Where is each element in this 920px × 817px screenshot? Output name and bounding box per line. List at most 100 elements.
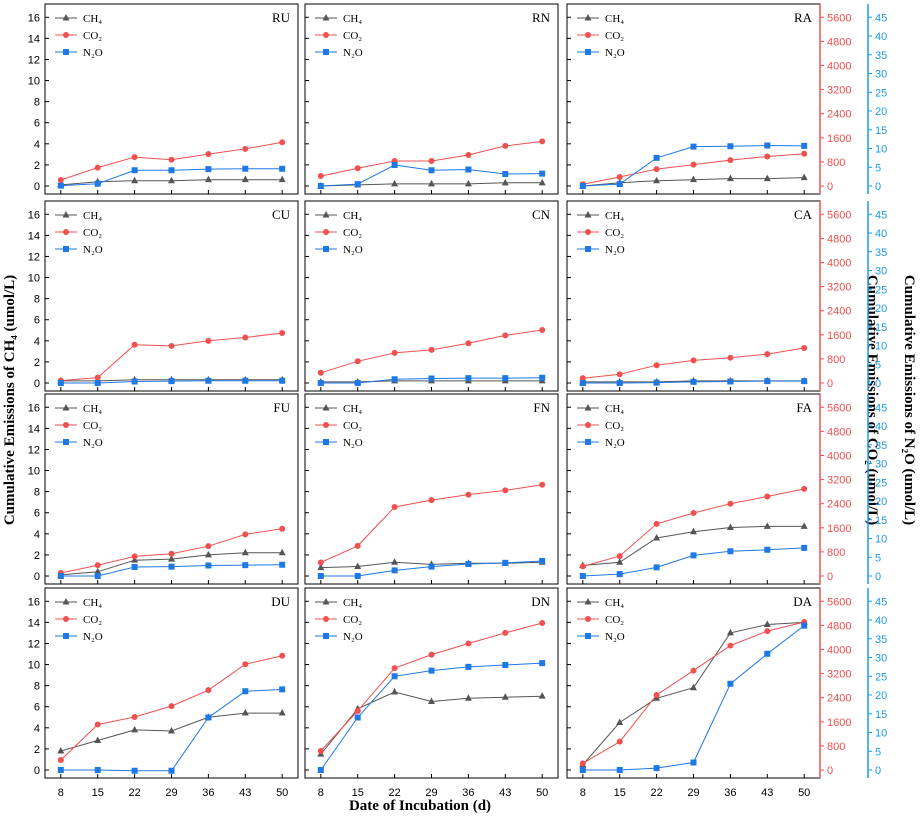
co2-point [801, 150, 808, 157]
n2o-legend-label: N₂O [605, 631, 625, 643]
co2-legend-label: CO₂ [83, 30, 102, 42]
co2-point [168, 550, 175, 557]
y-axis-title-ch4: Cumulative Emissions of CH₄ (umol/L) [2, 275, 18, 525]
co2-tick-label: 0 [827, 378, 833, 390]
co2-point [391, 349, 398, 356]
n2o-legend-marker [323, 439, 329, 445]
co2-point [354, 358, 361, 365]
n2o-point [539, 170, 546, 177]
n2o-tick-label: 25 [875, 87, 887, 99]
ch4-point [616, 558, 624, 565]
n2o-point [205, 377, 212, 384]
co2-tick-label: 4000 [827, 60, 851, 72]
n2o-point [801, 622, 808, 629]
n2o-point [465, 166, 472, 173]
n2o-point [168, 378, 175, 385]
n2o-point [242, 377, 249, 384]
n2o-tick-label: 20 [875, 106, 887, 118]
co2-point [502, 332, 509, 339]
n2o-legend-label: N₂O [83, 437, 103, 449]
co2-tick-label: 4800 [827, 233, 851, 245]
n2o-tick-label: 45 [875, 209, 887, 221]
ch4-point [241, 548, 249, 556]
n2o-point [539, 660, 546, 667]
ch4-point [204, 550, 212, 558]
ch4-point [94, 567, 102, 575]
n2o-point [727, 548, 734, 555]
n2o-point [616, 181, 623, 188]
co2-point [242, 334, 249, 341]
co2-tick-label: 2400 [827, 109, 851, 121]
panel-ca: CA 0 800 1600 2400 3200 4000 4800 5600 0 5 10 15 20 25… [566, 200, 887, 392]
n2o-point [465, 663, 472, 670]
n2o-point [317, 380, 324, 386]
ch4-point [538, 178, 546, 186]
ch4-point [501, 178, 509, 186]
x-tick-label: 15 [614, 787, 626, 799]
ch4-legend-label: CH₄ [605, 210, 624, 222]
n2o-point [727, 143, 734, 150]
co2-point [94, 562, 101, 569]
ch4-legend-label: CH₄ [343, 13, 362, 25]
ch4-point [168, 176, 175, 184]
co2-point [465, 340, 472, 347]
ch4-point [204, 175, 212, 183]
n2o-tick-label: 5 [875, 552, 881, 564]
co2-point [539, 481, 546, 488]
ch4-tick-label: 12 [28, 444, 40, 456]
co2-tick-label: 1600 [827, 523, 851, 535]
co2-point [242, 661, 249, 668]
n2o-tick-label: 30 [875, 653, 887, 665]
ch4-point [241, 175, 249, 183]
ch4-point [278, 709, 286, 716]
n2o-tick-label: 35 [875, 247, 887, 259]
n2o-point [94, 573, 101, 579]
ch4-point [501, 693, 509, 700]
n2o-point [428, 375, 435, 382]
co2-legend-marker [63, 616, 69, 622]
co2-point [727, 157, 734, 164]
co2-tick-label: 5600 [827, 402, 851, 414]
n2o-legend-marker [585, 246, 591, 252]
co2-legend-marker [63, 32, 69, 38]
co2-tick-label: 800 [827, 741, 845, 753]
ch4-point [57, 747, 65, 754]
co2-point [690, 161, 697, 168]
co2-legend-marker [323, 422, 329, 428]
co2-point [428, 157, 435, 164]
co2-point [242, 531, 249, 538]
x-tick-label: 8 [58, 787, 64, 799]
n2o-point [579, 183, 586, 189]
n2o-point [539, 558, 546, 564]
n2o-point [690, 378, 697, 385]
co2-point [579, 563, 586, 570]
ch4-tick-label: 8 [34, 487, 40, 499]
x-tick-label: 22 [128, 787, 140, 799]
x-tick-label: 36 [202, 787, 214, 799]
co2-tick-label: 800 [827, 354, 845, 366]
n2o-point [131, 378, 138, 385]
x-axis-title: Date of Incubation (d) [349, 798, 491, 814]
n2o-point [764, 546, 771, 553]
ch4-tick-label: 16 [28, 596, 40, 608]
n2o-tick-label: 30 [875, 459, 887, 471]
co2-legend-label: CO₂ [605, 614, 624, 626]
ch4-legend-label: CH₄ [83, 403, 102, 415]
co2-tick-label: 4800 [827, 426, 851, 438]
panel-du: DU 0 2 4 6 8 10 12 14 16 8 15 22 29 36 43 50 CH₄ CO₂ N₂O [28, 587, 299, 799]
ch4-tick-label: 16 [28, 209, 40, 221]
n2o-tick-label: 15 [875, 322, 887, 334]
co2-point [502, 487, 509, 494]
n2o-point [539, 374, 546, 381]
ch4-tick-label: 16 [28, 402, 40, 414]
co2-legend-label: CO₂ [343, 420, 362, 432]
ch4-legend-label: CH₄ [83, 13, 102, 25]
n2o-tick-label: 0 [875, 378, 881, 390]
ch4-tick-label: 2 [34, 550, 40, 562]
ch4-legend-label: CH₄ [83, 597, 102, 609]
n2o-point [428, 667, 435, 674]
x-tick-label: 50 [536, 787, 548, 799]
n2o-legend-marker [323, 246, 329, 252]
ch4-point [131, 556, 139, 563]
n2o-point [205, 562, 212, 569]
